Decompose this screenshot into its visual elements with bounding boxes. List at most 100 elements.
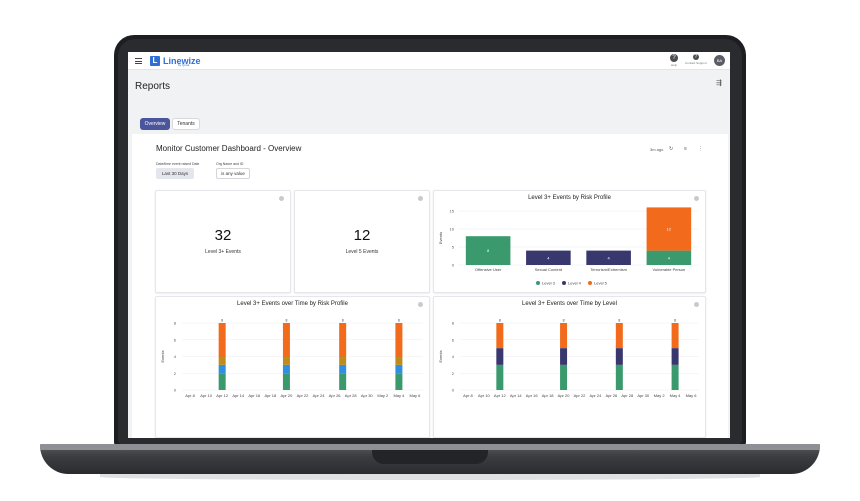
x-tick-label: Apr 24 [313, 393, 326, 398]
y-tick-label: 8 [174, 321, 177, 326]
tab-overview[interactable]: Overview [140, 118, 170, 130]
bar-segment [671, 364, 679, 390]
app-screen: L Linewize by Qoria ? Help ? Contact Sup… [128, 52, 730, 438]
org-filter-button[interactable]: is any value [216, 168, 250, 179]
x-tick-label: Apr 16 [526, 393, 539, 398]
kpi-tile-level3: 32 Level 3+ Events [155, 190, 291, 293]
y-tick-label: 10 [450, 227, 455, 232]
hamburger-menu-icon[interactable] [135, 58, 142, 64]
y-tick-label: 4 [452, 354, 455, 359]
brand-logo-mark: L [150, 56, 160, 66]
bar-segment [339, 364, 347, 374]
bar-segment [496, 364, 504, 390]
bar-segment [282, 364, 290, 374]
bar-segment [615, 364, 623, 390]
risk-profile-bar-chart: 0 5 10 15 Events 8 Offensive User 4 Sexual Conte… [438, 207, 699, 286]
tile-menu-icon[interactable] [694, 196, 699, 201]
more-options-icon[interactable]: ⋮ [698, 146, 703, 152]
bar-total-label: 8 [398, 319, 400, 323]
user-avatar[interactable]: BA [714, 55, 725, 66]
legend-label: Level 5 [594, 281, 608, 286]
bar-segment [339, 373, 347, 390]
tab-tenants[interactable]: Tenants [172, 118, 200, 130]
x-tick-label: Apr 20 [558, 393, 571, 398]
x-tick-label: Apr 10 [200, 393, 213, 398]
chart-tile-time-risk: Level 3+ Events over Time by Risk Profil… [155, 296, 430, 438]
kpi-tile-level5: 12 Level 5 Events [294, 190, 430, 293]
last-updated-text: 3m ago [650, 147, 664, 152]
chart-tile-time-level: Level 3+ Events over Time by Level 0 2 4 6 8… [433, 296, 706, 438]
legend-label: Level 3 [542, 281, 556, 286]
chart-tile-risk-profile: Level 3+ Events by Risk Profile 0 5 10 15 Ev… [433, 190, 706, 293]
x-tick-label: Apr 26 [329, 393, 342, 398]
kpi-value: 32 [214, 227, 232, 244]
bar-segment [671, 323, 679, 349]
tile-menu-icon[interactable] [418, 302, 423, 307]
tile-menu-icon[interactable] [694, 302, 699, 307]
x-tick-label: May 6 [686, 393, 698, 398]
y-tick-label: 6 [452, 337, 455, 342]
refresh-icon[interactable]: ↻ [669, 146, 674, 152]
y-tick-label: 5 [452, 245, 455, 250]
x-tick-label: Apr 8 [463, 393, 473, 398]
x-tick-label: Sexual Content [535, 267, 563, 272]
share-icon[interactable]: ⇶ [716, 80, 722, 87]
app-header: L Linewize by Qoria ? Help ? Contact Sup… [128, 52, 730, 70]
filter-icon[interactable]: ≡ [684, 146, 687, 152]
y-tick-label: 8 [452, 321, 455, 326]
x-tick-label: Apr 18 [264, 393, 277, 398]
help-label: Help [670, 63, 678, 67]
x-tick-label: May 2 [654, 393, 666, 398]
data-label: 4 [608, 255, 611, 260]
bar-segment [218, 356, 226, 365]
x-tick-label: Offensive User [475, 267, 502, 272]
legend-label: Level 4 [568, 281, 582, 286]
kpi-label: Level 5 Events [345, 249, 379, 255]
chart-title: Level 3+ Events over Time by Risk Profil… [237, 301, 348, 307]
x-tick-label: Apr 10 [478, 393, 491, 398]
kpi-label: Level 3+ Events [205, 249, 241, 255]
help-button[interactable]: ? Help [670, 54, 678, 67]
brand-subtitle: by Qoria [178, 63, 190, 67]
filter-label-org: Org Name and ID [216, 162, 244, 166]
x-tick-label: Terrorism/Extremism [590, 267, 627, 272]
bar-segment [395, 356, 403, 365]
tile-menu-icon[interactable] [418, 196, 423, 201]
date-filter-button[interactable]: Last 30 Days [156, 168, 194, 179]
x-tick-label: Vulnerable Person [652, 267, 685, 272]
bar-segment [671, 348, 679, 365]
help-icon: ? [670, 54, 678, 62]
brand-logo[interactable]: L Linewize [150, 55, 201, 67]
dashboard-panel: Monitor Customer Dashboard - Overview 3m… [132, 134, 728, 438]
y-tick-label: 2 [452, 371, 455, 376]
bar-segment [218, 323, 226, 357]
data-label: 8 [487, 248, 490, 253]
tile-menu-icon[interactable] [279, 196, 284, 201]
bar-segment [496, 348, 504, 365]
contact-support-button[interactable]: ? Contact Support [685, 54, 707, 65]
x-tick-label: May 4 [393, 393, 405, 398]
bar-segment [282, 323, 290, 357]
bar-segment [395, 373, 403, 390]
x-tick-label: Apr 24 [590, 393, 603, 398]
bar [586, 250, 631, 265]
x-tick-label: Apr 14 [232, 393, 245, 398]
x-tick-label: Apr 16 [248, 393, 261, 398]
bar-segment [282, 356, 290, 365]
bar-segment [218, 364, 226, 374]
x-tick-label: May 2 [377, 393, 389, 398]
kpi-value: 12 [353, 227, 371, 244]
x-tick-label: May 6 [410, 393, 422, 398]
x-tick-label: Apr 30 [361, 393, 374, 398]
dashboard-title: Monitor Customer Dashboard - Overview [156, 144, 302, 153]
laptop-shadow [100, 474, 760, 480]
y-tick-label: 0 [452, 263, 455, 268]
bar-total-label: 8 [221, 319, 223, 323]
filter-label-date: Date/time event raised Date [156, 162, 200, 166]
y-tick-label: 0 [174, 388, 177, 393]
bar-segment [615, 323, 623, 349]
laptop-base-edge [40, 444, 820, 450]
legend-swatch [536, 281, 540, 285]
y-axis-label: Events [438, 350, 443, 362]
bar-segment [218, 373, 226, 390]
